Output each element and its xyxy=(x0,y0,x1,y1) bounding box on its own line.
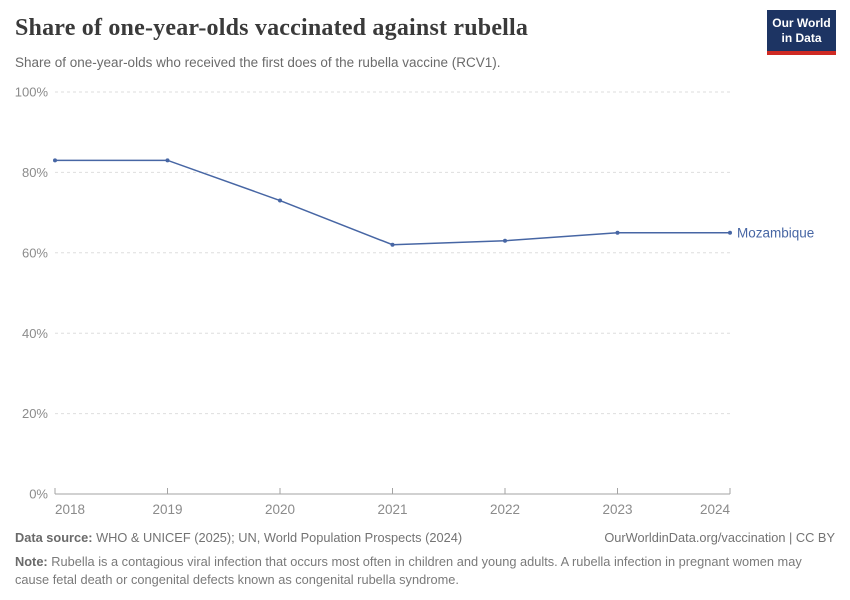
owid-logo: Our World in Data xyxy=(767,10,836,55)
x-axis-label: 2020 xyxy=(265,502,295,517)
data-point[interactable] xyxy=(728,230,732,235)
y-axis-label: 60% xyxy=(22,245,48,260)
chart-subtitle: Share of one-year-olds who received the … xyxy=(15,55,501,70)
owid-license-link[interactable]: OurWorldinData.org/vaccination | CC BY xyxy=(604,530,835,545)
chart-note: Note: Rubella is a contagious viral infe… xyxy=(15,554,802,587)
x-axis-label: 2018 xyxy=(55,502,85,517)
y-axis-label: 100% xyxy=(15,85,49,100)
y-axis-label: 20% xyxy=(22,406,48,421)
x-axis-label: 2019 xyxy=(152,502,182,517)
data-source-text: Data source: WHO & UNICEF (2025); UN, Wo… xyxy=(15,530,463,545)
x-axis-label: 2024 xyxy=(700,502,731,517)
data-series-line[interactable] xyxy=(55,159,730,246)
data-point[interactable] xyxy=(278,198,282,203)
note-label: Note: xyxy=(15,554,48,570)
data-point[interactable] xyxy=(53,158,57,163)
x-axis-label: 2022 xyxy=(490,502,520,517)
y-axis-label: 40% xyxy=(22,326,48,341)
data-point[interactable] xyxy=(165,158,170,163)
data-point[interactable] xyxy=(503,238,507,243)
y-axis-label: 80% xyxy=(22,165,48,180)
x-axis-label: 2023 xyxy=(602,502,632,517)
series-end-label[interactable]: Mozambique xyxy=(737,225,814,240)
page-title: Share of one-year-olds vaccinated agains… xyxy=(15,15,529,41)
chart-footer: Data source: WHO & UNICEF (2025); UN, Wo… xyxy=(15,529,835,588)
data-point[interactable] xyxy=(390,242,395,247)
y-axis-label: 0% xyxy=(29,487,48,502)
owid-logo-line1: Our World xyxy=(772,16,831,30)
data-source-label: Data source: xyxy=(15,530,93,545)
x-axis-label: 2021 xyxy=(377,502,407,517)
data-point[interactable] xyxy=(615,230,620,235)
owid-logo-line2: in Data xyxy=(781,31,822,45)
